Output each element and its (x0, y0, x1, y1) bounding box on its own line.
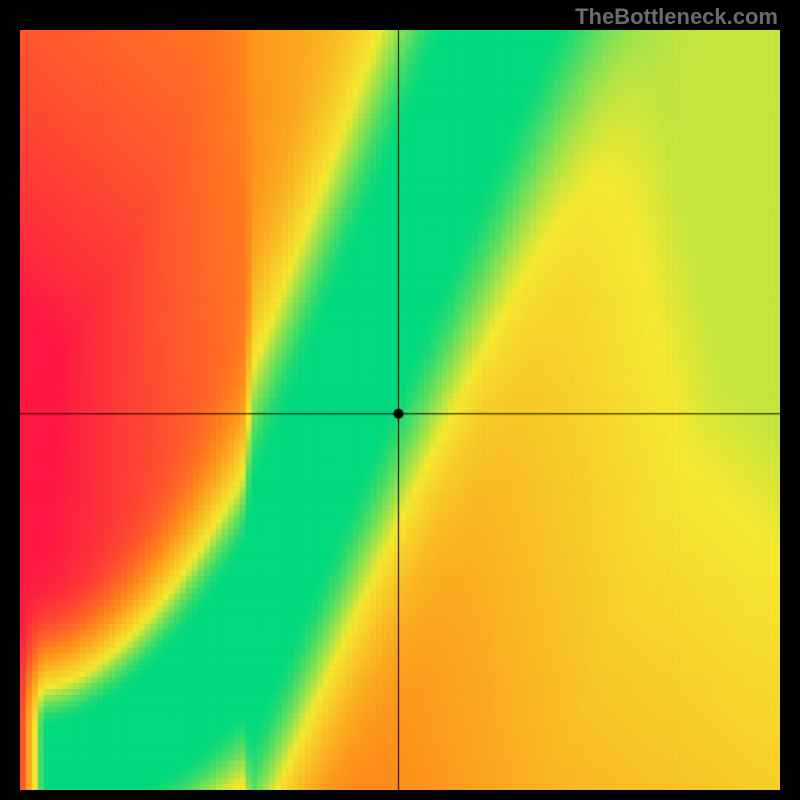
heatmap-canvas (20, 30, 780, 790)
heatmap-container (20, 30, 780, 790)
watermark-text: TheBottleneck.com (575, 4, 778, 30)
